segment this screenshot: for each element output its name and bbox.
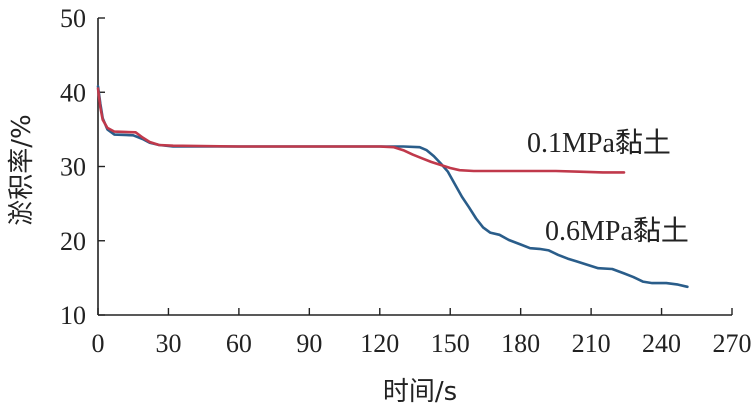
x-tick-label: 90 — [296, 329, 322, 358]
x-tick-label: 240 — [642, 329, 681, 358]
y-tick-label: 40 — [60, 78, 86, 107]
x-tick-label: 60 — [226, 329, 252, 358]
series-group — [96, 85, 689, 289]
y-tick-label: 50 — [60, 4, 86, 33]
x-tick-label: 270 — [713, 329, 752, 358]
y-ticks: 10 20 30 40 50 — [60, 4, 105, 330]
y-tick-label: 10 — [60, 301, 86, 330]
series-line — [96, 87, 626, 174]
x-axis-title: 时间/s — [383, 377, 457, 407]
x-tick-label: 0 — [92, 329, 105, 358]
x-axis: 0 30 60 90 120 150 180 210 240 270 — [92, 308, 752, 358]
series-label-0.6mpa: 0.6MPa黏土 — [545, 215, 689, 247]
y-axis-title: 淤积率/% — [7, 114, 37, 225]
x-tick-label: 30 — [155, 329, 181, 358]
y-tick-label: 20 — [60, 227, 86, 256]
x-tick-label: 180 — [501, 329, 540, 358]
y-tick-label: 30 — [60, 153, 86, 182]
y-axis: 10 20 30 40 50 — [60, 4, 105, 330]
x-tick-label: 120 — [360, 329, 399, 358]
x-ticks: 0 30 60 90 120 150 180 210 240 270 — [92, 308, 752, 358]
series-line — [96, 85, 689, 289]
x-tick-label: 150 — [431, 329, 470, 358]
series-label-0.1mpa: 0.1MPa黏土 — [527, 127, 671, 159]
x-tick-label: 210 — [572, 329, 611, 358]
